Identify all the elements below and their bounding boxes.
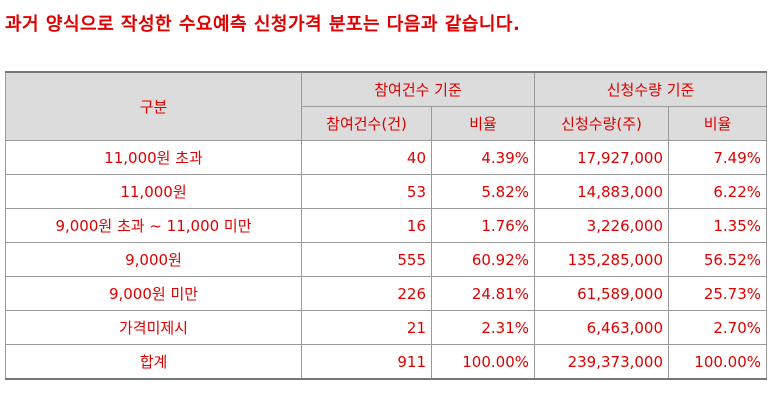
header-row-top: 구분 참여건수 기준 신청수량 기준 bbox=[5, 71, 768, 141]
row-label: 11,000원 bbox=[5, 174, 302, 209]
participants-cell: 911 bbox=[301, 344, 432, 380]
header-participants-ratio: 비율 bbox=[430, 106, 536, 141]
row-label: 9,000원 초과 ~ 11,000 미만 bbox=[5, 208, 302, 243]
participants-cell: 21 bbox=[301, 310, 432, 345]
table-row-total: 합계 911 100.00% 239,373,000 100.00% bbox=[5, 344, 768, 380]
header-group-participants: 참여건수 기준 bbox=[300, 71, 536, 107]
participants-ratio-cell: 100.00% bbox=[430, 344, 536, 380]
quantity-cell: 14,883,000 bbox=[534, 174, 670, 209]
table-row: 9,000원 미만 226 24.81% 61,589,000 25.73% bbox=[5, 276, 768, 311]
participants-ratio-cell: 2.31% bbox=[430, 310, 536, 345]
quantity-ratio-cell: 100.00% bbox=[668, 344, 768, 380]
participants-cell: 226 bbox=[301, 276, 432, 311]
participants-ratio-cell: 4.39% bbox=[430, 140, 536, 175]
header-quantity-ratio: 비율 bbox=[668, 106, 768, 141]
header-participants-count: 참여건수(건) bbox=[301, 106, 432, 141]
quantity-cell: 135,285,000 bbox=[534, 242, 670, 277]
table-row: 11,000원 53 5.82% 14,883,000 6.22% bbox=[5, 174, 768, 209]
quantity-ratio-cell: 2.70% bbox=[668, 310, 768, 345]
page-heading: 과거 양식으로 작성한 수요예측 신청가격 분포는 다음과 같습니다. bbox=[5, 14, 521, 35]
row-label: 9,000원 bbox=[5, 242, 302, 277]
table-row: 9,000원 초과 ~ 11,000 미만 16 1.76% 3,226,000… bbox=[5, 208, 768, 243]
row-label: 9,000원 미만 bbox=[5, 276, 302, 311]
quantity-ratio-cell: 7.49% bbox=[668, 140, 768, 175]
header-group-quantity: 신청수량 기준 bbox=[534, 71, 768, 107]
demand-forecast-table: 구분 참여건수 기준 신청수량 기준 참여건수(건) 비율 신청수량(주) 비율… bbox=[5, 71, 768, 380]
header-quantity-count: 신청수량(주) bbox=[534, 106, 670, 141]
quantity-cell: 17,927,000 bbox=[534, 140, 670, 175]
quantity-cell: 6,463,000 bbox=[534, 310, 670, 345]
participants-ratio-cell: 5.82% bbox=[430, 174, 536, 209]
participants-cell: 53 bbox=[301, 174, 432, 209]
table-row: 가격미제시 21 2.31% 6,463,000 2.70% bbox=[5, 310, 768, 345]
quantity-cell: 61,589,000 bbox=[534, 276, 670, 311]
row-label: 가격미제시 bbox=[5, 310, 302, 345]
participants-ratio-cell: 1.76% bbox=[430, 208, 536, 243]
participants-ratio-cell: 60.92% bbox=[430, 242, 536, 277]
header-row-sub: 참여건수(건) 비율 신청수량(주) 비율 bbox=[6, 106, 768, 141]
quantity-cell: 3,226,000 bbox=[534, 208, 670, 243]
participants-ratio-cell: 24.81% bbox=[430, 276, 536, 311]
participants-cell: 16 bbox=[301, 208, 432, 243]
row-label: 11,000원 초과 bbox=[5, 140, 302, 175]
header-category: 구분 bbox=[5, 71, 302, 141]
quantity-ratio-cell: 56.52% bbox=[668, 242, 768, 277]
participants-cell: 555 bbox=[301, 242, 432, 277]
quantity-cell: 239,373,000 bbox=[534, 344, 670, 380]
quantity-ratio-cell: 1.35% bbox=[668, 208, 768, 243]
quantity-ratio-cell: 25.73% bbox=[668, 276, 768, 311]
table-row: 9,000원 555 60.92% 135,285,000 56.52% bbox=[5, 242, 768, 277]
participants-cell: 40 bbox=[301, 140, 432, 175]
quantity-ratio-cell: 6.22% bbox=[668, 174, 768, 209]
table-row: 11,000원 초과 40 4.39% 17,927,000 7.49% bbox=[5, 140, 768, 175]
row-label: 합계 bbox=[5, 344, 302, 380]
